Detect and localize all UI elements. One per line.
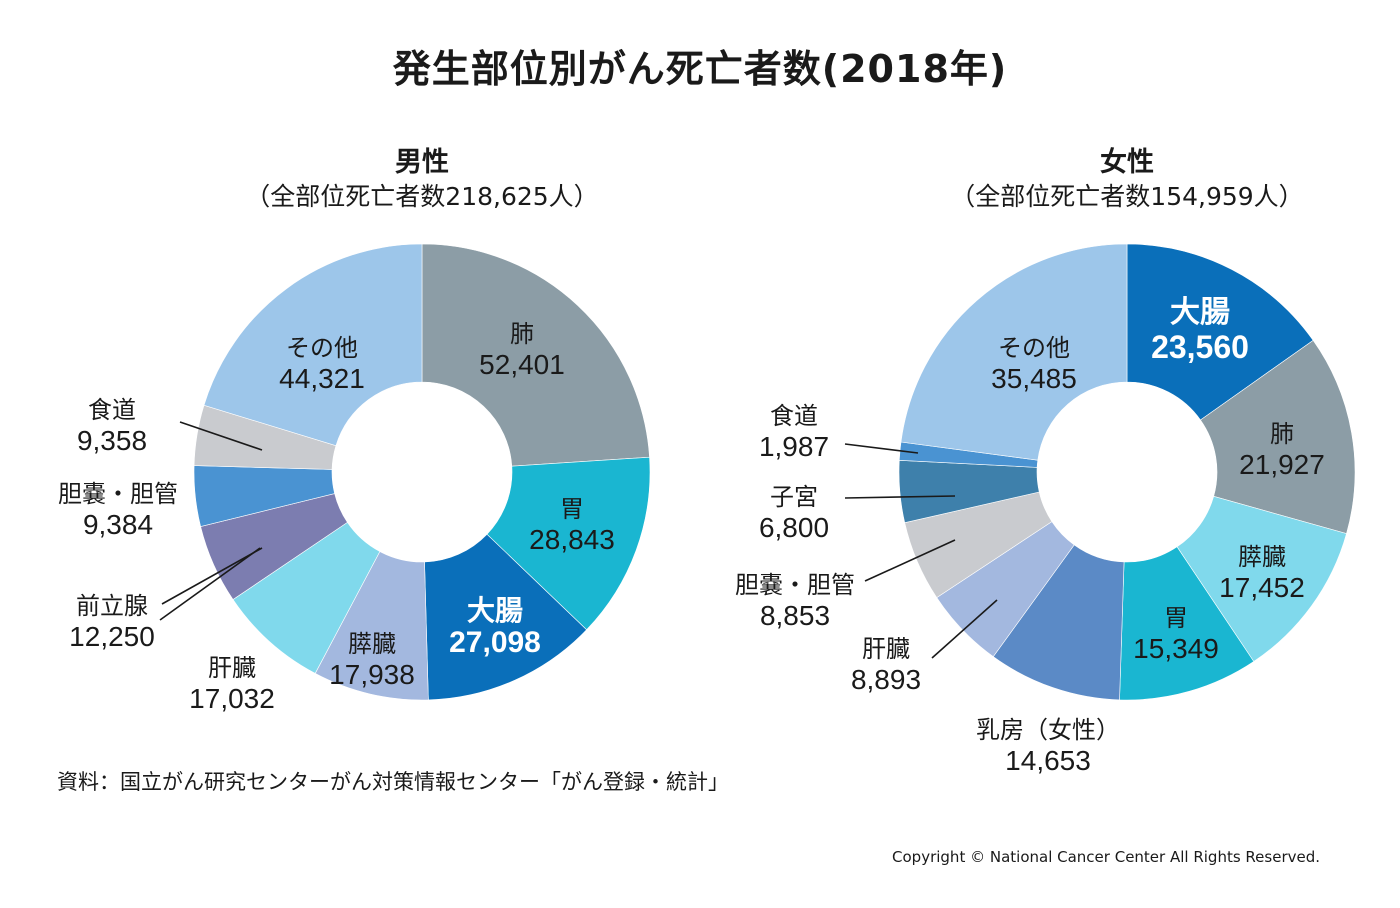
male-slice-value-8: 44,321 (279, 363, 365, 394)
male-slice-value-4: 17,032 (189, 683, 275, 714)
female-slice-label-9: その他 (998, 334, 1070, 362)
male-slice-value-2: 27,098 (449, 626, 541, 659)
male-slice-label-2: 大腸 (467, 594, 523, 627)
female-slice-label-4: 乳房（女性） (976, 716, 1120, 744)
male-slice-value-1: 28,843 (529, 524, 615, 555)
copyright: Copyright © National Cancer Center All R… (892, 848, 1320, 866)
female-slice-label-1: 肺 (1270, 420, 1294, 448)
male-slice-label-1: 胃 (560, 495, 584, 523)
female-slice-value-8: 1,987 (759, 431, 829, 462)
female-slice-0 (1126, 243, 1314, 421)
male-slice-value-7: 9,358 (77, 425, 147, 456)
female-slice-value-2: 17,452 (1219, 572, 1305, 603)
female-leader-line-6 (864, 539, 956, 582)
female-slice-value-3: 15,349 (1133, 633, 1219, 664)
male-slice-8 (203, 243, 423, 447)
male-leader-line-7 (179, 421, 263, 451)
female-slice-label-6: 胆嚢・胆管 (735, 571, 855, 599)
male-chart-title: 男性 (395, 147, 449, 178)
male-slice-value-6: 9,384 (83, 509, 153, 540)
female-chart-title: 女性 (1100, 147, 1154, 178)
female-slice-1 (1200, 339, 1356, 534)
female-slice-value-0: 23,560 (1151, 329, 1249, 365)
female-slice-label-5: 肝臓 (862, 635, 910, 663)
female-leader-line-8 (844, 443, 919, 454)
page-title: 発生部位別がん死亡者数(2018年) (392, 47, 1008, 91)
male-slice-label-8: その他 (286, 334, 358, 362)
male-slice-label-6: 胆嚢・胆管 (58, 480, 178, 508)
male-slice-label-7: 食道 (88, 396, 136, 424)
female-slice-value-6: 8,853 (760, 600, 830, 631)
female-slice-label-2: 膵臓 (1238, 543, 1286, 571)
female-slice-9 (900, 243, 1128, 461)
source-note: 資料：国立がん研究センターがん対策情報センター「がん登録・統計」 (57, 770, 729, 794)
male-leader-line-4 (159, 547, 261, 621)
female-leader-line-5 (931, 599, 998, 659)
male-slice-value-0: 52,401 (479, 349, 565, 380)
female-chart-header: 女性 （全部位死亡者数154,959人） (897, 146, 1357, 214)
male-slice-label-4: 肝臓 (208, 654, 256, 682)
female-slice-label-0: 大腸 (1170, 295, 1230, 330)
male-slice-1 (486, 456, 651, 631)
male-slice-2 (424, 533, 588, 701)
female-slice-value-4: 14,653 (1005, 745, 1091, 776)
male-slice-label-5: 前立腺 (76, 592, 148, 620)
female-slice-value-9: 35,485 (991, 363, 1077, 394)
male-slice-value-3: 17,938 (329, 659, 415, 690)
male-chart-header: 男性 （全部位死亡者数218,625人） (192, 146, 652, 214)
male-slice-label-0: 肺 (510, 320, 534, 348)
female-chart-subtitle: （全部位死亡者数154,959人） (950, 182, 1304, 211)
female-slice-label-8: 食道 (770, 402, 818, 430)
male-leader-line-5 (161, 547, 263, 605)
male-slice-0 (421, 243, 650, 467)
male-chart-subtitle: （全部位死亡者数218,625人） (245, 182, 599, 211)
female-leader-line-7 (844, 495, 956, 499)
female-slice-value-5: 8,893 (851, 664, 921, 695)
female-slice-label-7: 子宮 (770, 483, 818, 511)
male-slice-value-5: 12,250 (69, 621, 155, 652)
male-slice-label-3: 膵臓 (348, 630, 396, 658)
female-slice-value-1: 21,927 (1239, 449, 1325, 480)
female-slice-value-7: 6,800 (759, 512, 829, 543)
female-slice-label-3: 胃 (1164, 604, 1188, 632)
